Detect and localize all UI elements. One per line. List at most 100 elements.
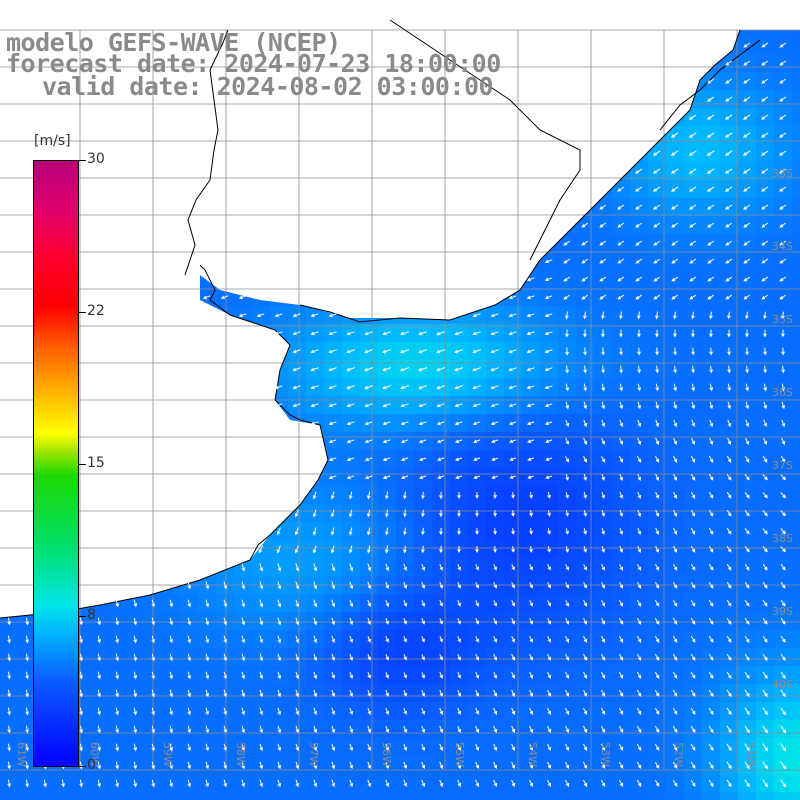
wind-arrow: [457, 600, 461, 607]
wind-arrow: [617, 258, 625, 264]
wind-arrow: [241, 617, 246, 626]
wind-arrow: [475, 618, 479, 625]
wind-arrow: [385, 761, 390, 770]
wind-arrow: [385, 563, 390, 572]
wind-arrow: [654, 707, 660, 715]
wind-arrow: [618, 635, 624, 643]
wind-arrow: [364, 331, 373, 336]
speed-cell: [468, 792, 487, 800]
wind-arrow: [726, 761, 732, 770]
wind-arrow: [421, 563, 426, 571]
wind-arrow: [673, 401, 678, 410]
wind-arrow: [274, 385, 283, 390]
wind-arrow: [292, 403, 301, 408]
wind-arrow: [382, 439, 391, 444]
wind-arrow: [601, 365, 605, 374]
wind-arrow: [671, 240, 679, 246]
colorbar-tick: [79, 160, 86, 161]
wind-arrow: [115, 653, 120, 662]
wind-arrow: [706, 132, 715, 138]
wind-arrow: [563, 276, 571, 282]
wind-arrow: [491, 475, 498, 479]
wind-arrow: [457, 528, 461, 536]
wind-arrow: [672, 725, 678, 733]
wind-arrow: [581, 258, 589, 264]
wind-arrow: [205, 617, 210, 626]
wind-arrow: [310, 313, 319, 318]
wind-arrow: [655, 347, 659, 356]
speed-cell: [36, 792, 55, 800]
wind-arrow: [400, 439, 409, 444]
wind-arrow: [743, 114, 751, 120]
wind-arrow: [653, 258, 661, 264]
wind-arrow: [619, 563, 623, 571]
wind-arrow: [313, 581, 318, 590]
wind-arrow: [583, 456, 587, 463]
wind-arrow: [781, 311, 785, 320]
speed-cell: [792, 108, 800, 127]
wind-arrow: [205, 635, 210, 644]
wind-arrow: [418, 439, 427, 444]
wind-arrow: [508, 295, 517, 300]
wind-arrow: [637, 365, 641, 374]
wind-arrow: [529, 707, 534, 715]
wind-arrow: [655, 329, 659, 338]
wind-arrow: [25, 707, 29, 716]
wind-arrow: [761, 222, 769, 228]
wind-arrow: [762, 474, 768, 481]
speed-cell: [360, 792, 379, 800]
wind-arrow: [707, 78, 715, 84]
wind-arrow: [331, 689, 336, 697]
wind-arrow: [223, 599, 228, 608]
wind-arrow: [618, 779, 624, 787]
wind-arrow: [454, 349, 464, 354]
wind-arrow: [600, 761, 606, 769]
wind-arrow: [400, 403, 409, 408]
wind-arrow: [636, 779, 642, 787]
wind-arrow: [346, 403, 355, 408]
wind-arrow: [385, 743, 390, 752]
wind-arrow: [547, 743, 552, 751]
wind-arrow: [762, 743, 768, 752]
wind-arrow: [421, 600, 425, 607]
wind-arrow: [583, 491, 587, 499]
wind-arrow: [511, 635, 515, 643]
wind-arrow: [259, 563, 264, 572]
wind-arrow: [707, 204, 715, 210]
wind-arrow: [403, 672, 407, 679]
wind-arrow: [330, 545, 335, 554]
speed-cell: [792, 126, 800, 145]
wind-arrow: [599, 294, 607, 300]
wind-arrow: [654, 581, 660, 589]
longitude-label: 59W: [161, 742, 174, 767]
wind-arrow: [205, 671, 210, 680]
wind-arrow: [529, 600, 533, 607]
wind-arrow: [277, 599, 282, 608]
wind-arrow: [169, 725, 174, 734]
speed-cell: [792, 630, 800, 649]
wind-arrow: [726, 599, 732, 607]
wind-arrow: [400, 331, 409, 336]
wind-arrow: [779, 240, 787, 246]
wind-arrow: [565, 564, 569, 571]
wind-arrow: [743, 60, 751, 66]
wind-arrow: [277, 689, 282, 698]
wind-arrow: [346, 331, 355, 336]
wind-arrow: [205, 725, 210, 734]
wind-arrow: [743, 168, 751, 174]
wind-arrow: [367, 743, 372, 752]
wind-arrow: [151, 689, 156, 698]
wind-arrow: [779, 132, 787, 138]
wind-arrow: [241, 563, 246, 572]
wind-arrow: [743, 258, 751, 264]
wind-arrow: [493, 510, 497, 517]
wind-arrow: [565, 671, 570, 679]
wind-arrow: [277, 779, 282, 788]
wind-arrow: [151, 725, 156, 734]
wind-arrow: [762, 455, 768, 463]
wind-arrow: [205, 761, 210, 770]
wind-arrow: [565, 582, 569, 589]
wind-arrow: [673, 527, 678, 535]
latitude-label: 34S: [772, 240, 793, 253]
wind-arrow: [655, 437, 660, 445]
